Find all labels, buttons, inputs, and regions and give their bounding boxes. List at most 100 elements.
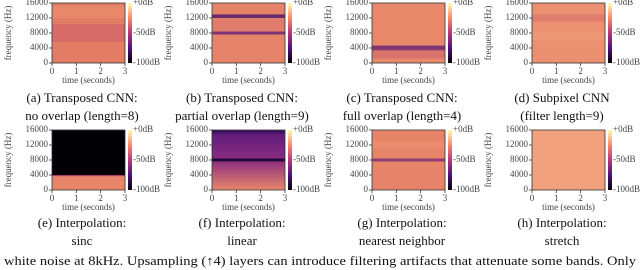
y-tick-label: 16000 — [346, 124, 369, 134]
colorbar — [288, 3, 292, 63]
y-tick-label: 12000 — [26, 139, 49, 149]
spectrogram — [372, 3, 445, 63]
y-tick-label: 0 — [44, 57, 49, 67]
colorbar-label: -50dB — [613, 154, 636, 164]
x-tick-label: 3 — [283, 66, 288, 76]
spectrogram-band — [532, 14, 605, 22]
y-tick-label: 12000 — [506, 12, 529, 22]
x-tick-label: 1 — [74, 193, 79, 203]
x-tick-label: 3 — [603, 66, 608, 76]
x-tick-label: 1 — [554, 66, 559, 76]
y-tick-label: 12000 — [186, 139, 209, 149]
colorbar-label: -50dB — [453, 27, 476, 37]
y-tick-label: 4000 — [350, 42, 369, 52]
colorbar-label: +0dB — [133, 124, 153, 134]
y-tick-label: 8000 — [510, 27, 529, 37]
y-tick-label: 16000 — [26, 124, 49, 134]
x-tick-label: 3 — [603, 193, 608, 203]
colorbar — [128, 3, 132, 63]
colorbar-label: +0dB — [613, 124, 633, 134]
x-tick-label: 1 — [394, 66, 399, 76]
caption: full overlap (length=4) — [343, 108, 462, 123]
y-tick-label: 8000 — [30, 27, 49, 37]
x-tick-label: 3 — [443, 193, 448, 203]
spectrogram-band — [212, 158, 285, 162]
y-tick-label: 12000 — [346, 139, 369, 149]
x-tick-label: 0 — [530, 66, 535, 76]
spectrogram-band — [52, 6, 125, 18]
colorbar-label: -100dB — [293, 57, 320, 67]
colorbar — [288, 130, 292, 190]
caption: (h) Interpolation: — [517, 215, 606, 230]
y-axis-label: frequency (Hz) — [483, 6, 493, 61]
y-axis-label: frequency (Hz) — [323, 6, 333, 61]
colorbar — [128, 130, 132, 190]
y-axis-label: frequency (Hz) — [163, 133, 173, 188]
y-tick-label: 8000 — [350, 27, 369, 37]
x-tick-label: 3 — [443, 66, 448, 76]
x-axis-label: time (seconds) — [222, 202, 275, 212]
spectrogram-band — [372, 45, 445, 51]
y-tick-label: 16000 — [506, 124, 529, 134]
caption: partial overlap (length=9) — [175, 108, 309, 123]
spectrogram-band — [52, 24, 125, 42]
x-axis-label: time (seconds) — [222, 75, 275, 85]
x-tick-label: 0 — [50, 66, 55, 76]
y-tick-label: 12000 — [26, 12, 49, 22]
y-tick-label: 4000 — [30, 169, 49, 179]
x-tick-label: 3 — [123, 66, 128, 76]
y-tick-label: 4000 — [350, 169, 369, 179]
x-tick-label: 0 — [530, 193, 535, 203]
colorbar-label: -100dB — [453, 184, 480, 194]
spectrogram — [532, 3, 605, 63]
caption: stretch — [545, 233, 580, 248]
y-tick-label: 8000 — [510, 154, 529, 164]
x-axis-label: time (seconds) — [62, 202, 115, 212]
x-tick-label: 3 — [283, 193, 288, 203]
y-tick-label: 16000 — [346, 0, 369, 7]
colorbar-label: -100dB — [293, 184, 320, 194]
colorbar — [448, 3, 452, 63]
x-tick-label: 3 — [123, 193, 128, 203]
caption: (filter length=9) — [520, 108, 604, 123]
y-tick-label: 0 — [524, 57, 529, 67]
spectrogram-band — [52, 175, 125, 177]
y-tick-label: 0 — [204, 57, 209, 67]
y-tick-label: 4000 — [510, 42, 529, 52]
y-tick-label: 0 — [524, 184, 529, 194]
y-tick-label: 4000 — [30, 42, 49, 52]
caption: (a) Transposed CNN: — [26, 90, 137, 105]
spectrogram-band — [372, 49, 445, 59]
spectrogram — [52, 3, 125, 63]
colorbar-label: -100dB — [133, 57, 160, 67]
caption: (c) Transposed CNN: — [346, 90, 457, 105]
colorbar-label: +0dB — [453, 0, 473, 7]
y-tick-label: 0 — [364, 57, 369, 67]
x-tick-label: 0 — [50, 193, 55, 203]
y-axis-label: frequency (Hz) — [3, 133, 13, 188]
colorbar — [608, 3, 612, 63]
caption: (f) Interpolation: — [199, 215, 286, 230]
x-tick-label: 2 — [578, 66, 583, 76]
x-axis-label: time (seconds) — [542, 202, 595, 212]
y-tick-label: 8000 — [190, 154, 209, 164]
y-tick-label: 0 — [204, 184, 209, 194]
y-tick-label: 12000 — [346, 12, 369, 22]
x-tick-label: 2 — [418, 66, 423, 76]
spectrogram — [532, 130, 605, 190]
y-tick-label: 12000 — [186, 12, 209, 22]
y-tick-label: 0 — [44, 184, 49, 194]
spectrogram-band — [212, 14, 285, 18]
y-tick-label: 4000 — [190, 42, 209, 52]
colorbar-label: -50dB — [133, 154, 156, 164]
colorbar — [448, 130, 452, 190]
spectrogram-band — [372, 158, 445, 162]
spectrogram-band — [212, 31, 285, 35]
x-tick-label: 2 — [418, 193, 423, 203]
y-tick-label: 0 — [364, 184, 369, 194]
colorbar-label: +0dB — [613, 0, 633, 7]
spectrogram-band — [52, 175, 125, 190]
colorbar-label: +0dB — [133, 0, 153, 7]
caption: sinc — [72, 233, 93, 248]
caption: linear — [227, 233, 257, 248]
